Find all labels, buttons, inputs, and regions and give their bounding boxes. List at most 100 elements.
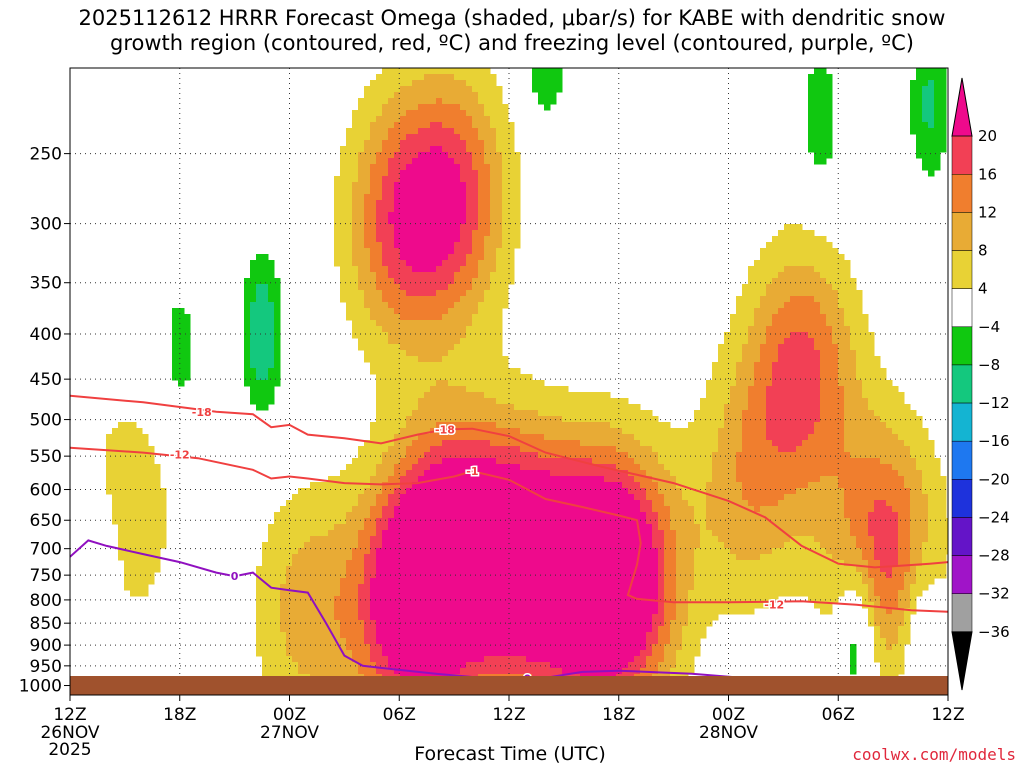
omega-cell	[466, 422, 473, 429]
omega-cell	[400, 470, 407, 477]
omega-cell	[484, 116, 491, 123]
omega-cell	[436, 278, 443, 285]
omega-cell	[502, 650, 509, 657]
omega-cell	[400, 80, 407, 87]
omega-cell	[136, 554, 143, 561]
omega-cell	[568, 482, 575, 489]
omega-cell	[502, 368, 509, 375]
omega-cell	[490, 368, 497, 375]
omega-cell	[466, 242, 473, 249]
omega-cell	[628, 662, 635, 669]
omega-cell	[466, 536, 473, 543]
omega-cell	[250, 290, 257, 297]
omega-cell	[388, 506, 395, 513]
omega-cell	[490, 380, 497, 387]
omega-cell	[340, 194, 347, 201]
omega-cell	[544, 86, 551, 93]
omega-cell	[346, 524, 353, 531]
omega-cell	[352, 200, 359, 207]
omega-cell	[538, 614, 545, 621]
omega-cell	[418, 452, 425, 459]
omega-cell	[418, 524, 425, 531]
omega-cell	[634, 458, 641, 465]
omega-cell	[148, 524, 155, 531]
omega-cell	[544, 428, 551, 435]
omega-cell	[256, 326, 263, 333]
omega-cell	[256, 332, 263, 339]
omega-cell	[460, 140, 467, 147]
omega-cell	[550, 458, 557, 465]
omega-cell	[346, 152, 353, 159]
omega-cell	[160, 500, 167, 507]
omega-cell	[454, 116, 461, 123]
omega-cell	[520, 650, 527, 657]
omega-cell	[394, 290, 401, 297]
omega-cell	[496, 134, 503, 141]
omega-cell	[130, 584, 137, 591]
omega-cell	[490, 422, 497, 429]
omega-cell	[286, 668, 293, 675]
omega-cell	[514, 506, 521, 513]
omega-cell	[448, 566, 455, 573]
omega-cell	[256, 260, 263, 267]
omega-cell	[400, 344, 407, 351]
omega-cell	[280, 662, 287, 669]
omega-cell	[634, 650, 641, 657]
omega-cell	[412, 92, 419, 99]
omega-cell	[556, 422, 563, 429]
omega-cell	[304, 542, 311, 549]
omega-cell	[256, 392, 263, 399]
omega-cell	[592, 404, 599, 411]
omega-cell	[346, 224, 353, 231]
omega-cell	[490, 650, 497, 657]
omega-cell	[358, 332, 365, 339]
omega-cell	[124, 464, 131, 471]
omega-cell	[526, 626, 533, 633]
omega-cell	[178, 314, 185, 321]
omega-cell	[448, 140, 455, 147]
omega-cell	[460, 212, 467, 219]
omega-cell	[460, 110, 467, 117]
omega-cell	[412, 422, 419, 429]
omega-cell	[400, 92, 407, 99]
omega-cell	[484, 104, 491, 111]
omega-cell	[460, 596, 467, 603]
omega-cell	[382, 290, 389, 297]
omega-cell	[358, 536, 365, 543]
omega-cell	[526, 530, 533, 537]
omega-cell	[550, 68, 557, 75]
omega-cell	[400, 98, 407, 105]
omega-cell	[370, 224, 377, 231]
omega-cell	[430, 668, 437, 675]
omega-cell	[136, 452, 143, 459]
omega-cell	[412, 542, 419, 549]
omega-cell	[496, 614, 503, 621]
omega-cell	[352, 578, 359, 585]
omega-cell	[478, 380, 485, 387]
omega-cell	[274, 296, 281, 303]
omega-cell	[106, 458, 113, 465]
omega-cell	[466, 314, 473, 321]
omega-cell	[466, 212, 473, 219]
omega-cell	[460, 584, 467, 591]
omega-cell	[118, 518, 125, 525]
omega-cell	[430, 662, 437, 669]
omega-cell	[496, 428, 503, 435]
omega-cell	[322, 626, 329, 633]
omega-cell	[430, 512, 437, 519]
omega-cell	[484, 668, 491, 675]
omega-cell	[466, 620, 473, 627]
omega-cell	[358, 554, 365, 561]
omega-cell	[400, 350, 407, 357]
omega-cell	[358, 668, 365, 675]
omega-cell	[340, 542, 347, 549]
omega-cell	[388, 320, 395, 327]
omega-cell	[268, 650, 275, 657]
omega-cell	[472, 554, 479, 561]
omega-cell	[652, 488, 659, 495]
omega-cell	[172, 326, 179, 333]
omega-cell	[316, 644, 323, 651]
omega-cell	[592, 452, 599, 459]
omega-cell	[430, 482, 437, 489]
omega-cell	[370, 176, 377, 183]
